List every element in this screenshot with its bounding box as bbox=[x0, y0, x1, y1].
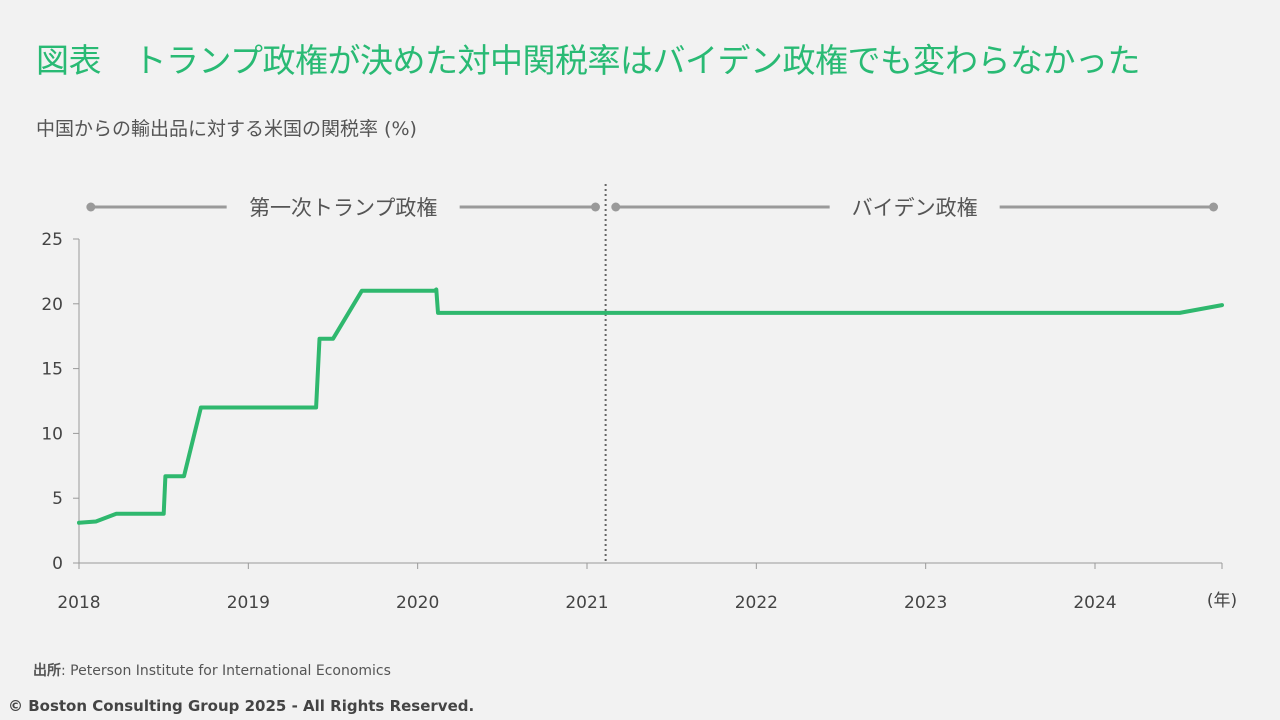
period-label: バイデン政権 bbox=[852, 196, 978, 220]
y-tick-label: 10 bbox=[41, 424, 63, 444]
y-tick-label: 5 bbox=[52, 489, 63, 509]
x-tick-label: 2023 bbox=[904, 593, 947, 613]
y-tick-label: 15 bbox=[41, 360, 63, 380]
source-note: 出所: Peterson Institute for International… bbox=[33, 660, 391, 680]
y-tick-label: 25 bbox=[41, 230, 63, 250]
copyright-notice: © Boston Consulting Group 2025 - All Rig… bbox=[8, 697, 475, 715]
period-end-dot bbox=[1209, 202, 1219, 212]
period-end-dot bbox=[590, 202, 600, 212]
tariff-rate-series-line bbox=[77, 287, 1224, 525]
period-start-dot bbox=[611, 202, 621, 212]
source-label: 出所 bbox=[33, 663, 61, 679]
y-tick-label: 0 bbox=[52, 554, 63, 574]
y-tick-label: 20 bbox=[41, 295, 63, 315]
x-unit-label: (年) bbox=[1207, 591, 1237, 611]
x-tick-label: 2019 bbox=[227, 593, 270, 613]
x-tick-label: 2020 bbox=[396, 593, 439, 613]
page-title: 図表 トランプ政権が決めた対中関税率はバイデン政権でも変わらなかった bbox=[36, 41, 1141, 80]
chart-subtitle: 中国からの輸出品に対する米国の関税率 (%) bbox=[36, 118, 417, 140]
x-tick-label: 2018 bbox=[57, 593, 100, 613]
period-label: 第一次トランプ政権 bbox=[249, 196, 437, 220]
x-tick-label: 2024 bbox=[1073, 593, 1116, 613]
x-tick-label: 2022 bbox=[735, 593, 778, 613]
x-tick-label: 2021 bbox=[565, 593, 608, 613]
period-start-dot bbox=[86, 202, 96, 212]
source-text: : Peterson Institute for International E… bbox=[61, 663, 391, 679]
